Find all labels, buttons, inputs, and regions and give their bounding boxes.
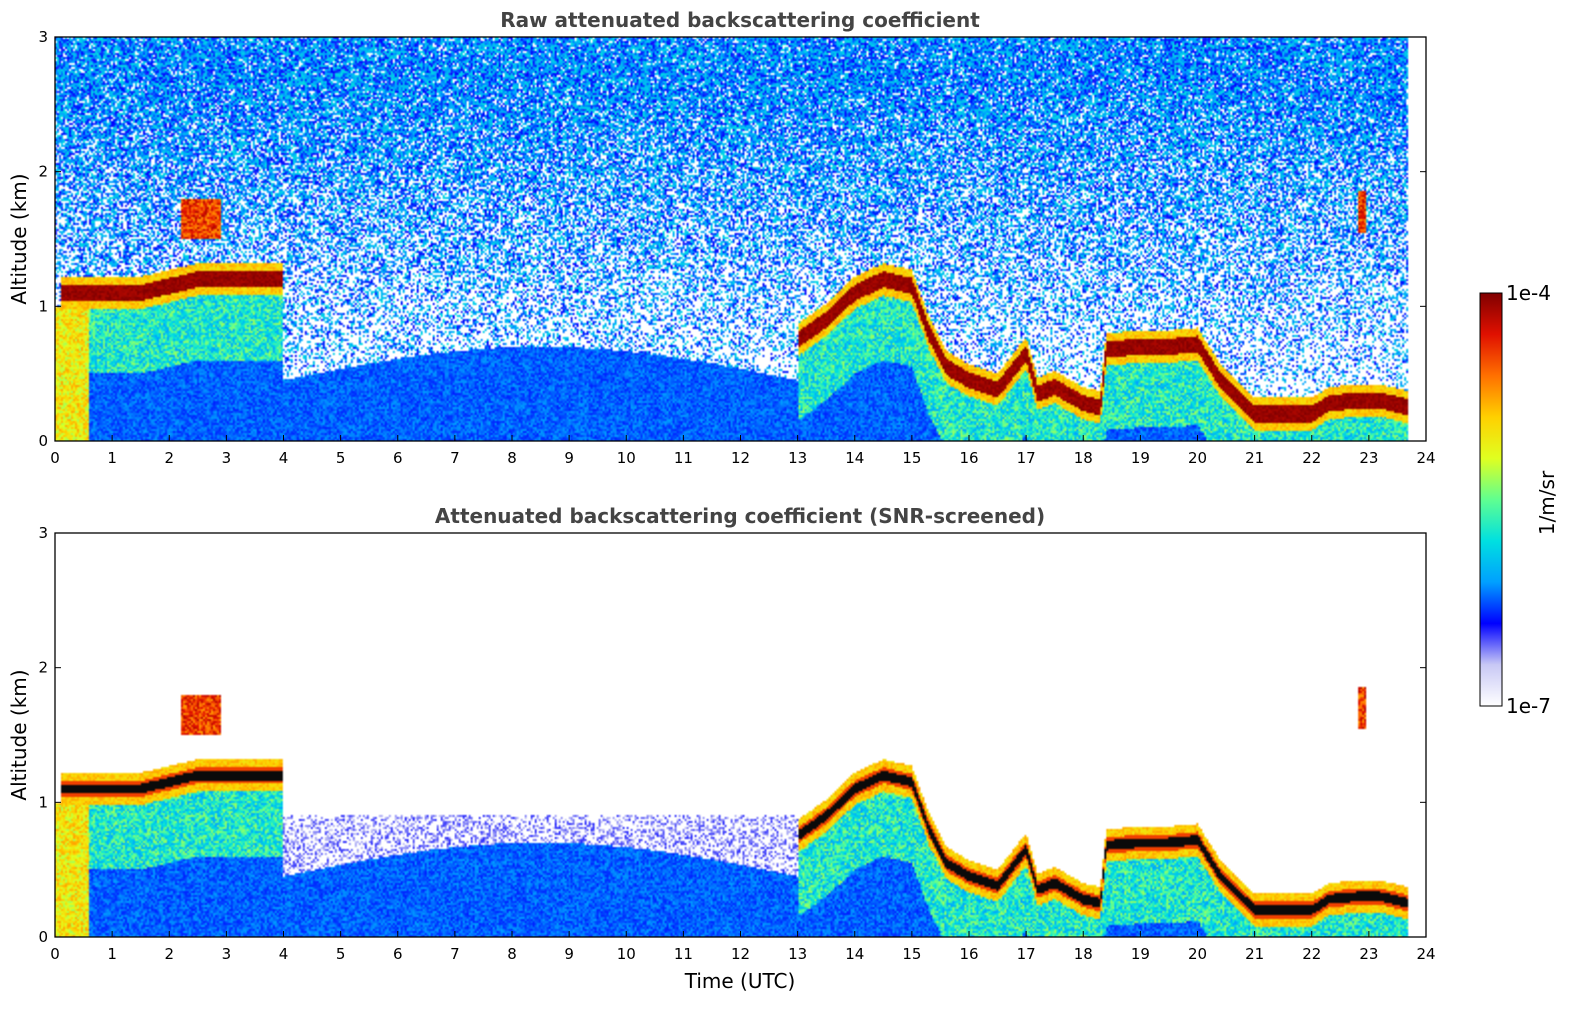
raw-backscatter-heatmap (55, 37, 1426, 441)
x-tick-label: 8 (507, 945, 517, 963)
x-tick-label: 5 (336, 945, 346, 963)
x-tick-label: 16 (959, 945, 978, 963)
x-tick-label: 9 (564, 449, 574, 467)
x-tick-label: 2 (164, 945, 174, 963)
x-tick-label: 19 (1131, 945, 1150, 963)
x-tick-label: 2 (164, 449, 174, 467)
y-tick-label: 2 (38, 163, 48, 181)
x-tick-label: 20 (1188, 449, 1207, 467)
colorbar: 1e-4 1e-7 1/m/sr (1479, 281, 1559, 718)
x-tick-label: 6 (393, 449, 403, 467)
x-tick-label: 10 (617, 945, 636, 963)
x-tick-label: 21 (1245, 945, 1264, 963)
x-tick-label: 11 (674, 449, 693, 467)
x-tick-label: 18 (1074, 945, 1093, 963)
x-tick-label: 15 (902, 945, 921, 963)
raw-panel-title: Raw attenuated backscattering coefficien… (500, 8, 980, 32)
y-tick-label: 3 (38, 28, 48, 46)
raw-axis-ticks: 0 1 2 3 4 5 6 7 8 9 10 11 12 13 14 15 16 17 18 19 20 21 22 23 24… (38, 28, 1435, 467)
x-tick-label: 22 (1302, 945, 1321, 963)
x-tick-label: 18 (1074, 449, 1093, 467)
x-tick-label: 11 (674, 945, 693, 963)
x-tick-label: 20 (1188, 945, 1207, 963)
colorbar-gradient (1479, 292, 1503, 707)
y-tick-label: 3 (38, 524, 48, 542)
x-tick-label: 4 (279, 449, 289, 467)
x-tick-label: 0 (50, 449, 60, 467)
colorbar-min-label: 1e-7 (1506, 694, 1551, 718)
colorbar-unit-label: 1/m/sr (1535, 470, 1559, 535)
x-tick-label: 12 (731, 945, 750, 963)
x-tick-label: 5 (336, 449, 346, 467)
time-xlabel: Time (UTC) (684, 969, 796, 993)
colorbar-max-label: 1e-4 (1506, 281, 1551, 305)
x-tick-label: 24 (1416, 449, 1435, 467)
x-tick-label: 17 (1017, 945, 1036, 963)
snr-screened-heatmap (55, 533, 1426, 937)
x-tick-label: 22 (1302, 449, 1321, 467)
x-tick-label: 14 (845, 449, 864, 467)
x-tick-label: 24 (1416, 945, 1435, 963)
x-tick-label: 7 (450, 945, 460, 963)
snr-panel-title: Attenuated backscattering coefficient (S… (435, 504, 1045, 528)
x-tick-label: 7 (450, 449, 460, 467)
x-tick-label: 1 (107, 449, 117, 467)
x-tick-label: 1 (107, 945, 117, 963)
x-tick-label: 6 (393, 945, 403, 963)
x-tick-label: 3 (222, 449, 232, 467)
x-tick-label: 19 (1131, 449, 1150, 467)
x-tick-label: 23 (1359, 449, 1378, 467)
x-tick-label: 23 (1359, 945, 1378, 963)
y-tick-label: 1 (38, 297, 48, 315)
raw-ylabel: Altitude (km) (7, 173, 31, 304)
x-tick-label: 14 (845, 945, 864, 963)
x-tick-label: 21 (1245, 449, 1264, 467)
x-tick-label: 3 (222, 945, 232, 963)
x-tick-label: 13 (788, 945, 807, 963)
raw-backscatter-panel: Raw attenuated backscattering coefficien… (7, 8, 1436, 467)
x-tick-label: 0 (50, 945, 60, 963)
x-tick-label: 13 (788, 449, 807, 467)
x-tick-label: 15 (902, 449, 921, 467)
snr-ylabel: Altitude (km) (7, 669, 31, 800)
y-tick-label: 1 (38, 793, 48, 811)
snr-screened-panel: Attenuated backscattering coefficient (S… (7, 504, 1436, 993)
x-tick-label: 10 (617, 449, 636, 467)
x-tick-label: 16 (959, 449, 978, 467)
snr-axis-ticks: 0 1 2 3 4 5 6 7 8 9 10 11 12 13 14 15 16 17 18 19 20 21 22 23 24… (38, 524, 1435, 963)
y-tick-label: 2 (38, 659, 48, 677)
x-tick-label: 9 (564, 945, 574, 963)
y-tick-label: 0 (38, 928, 48, 946)
y-tick-label: 0 (38, 432, 48, 450)
x-tick-label: 12 (731, 449, 750, 467)
x-tick-label: 4 (279, 945, 289, 963)
x-tick-label: 17 (1017, 449, 1036, 467)
x-tick-label: 8 (507, 449, 517, 467)
